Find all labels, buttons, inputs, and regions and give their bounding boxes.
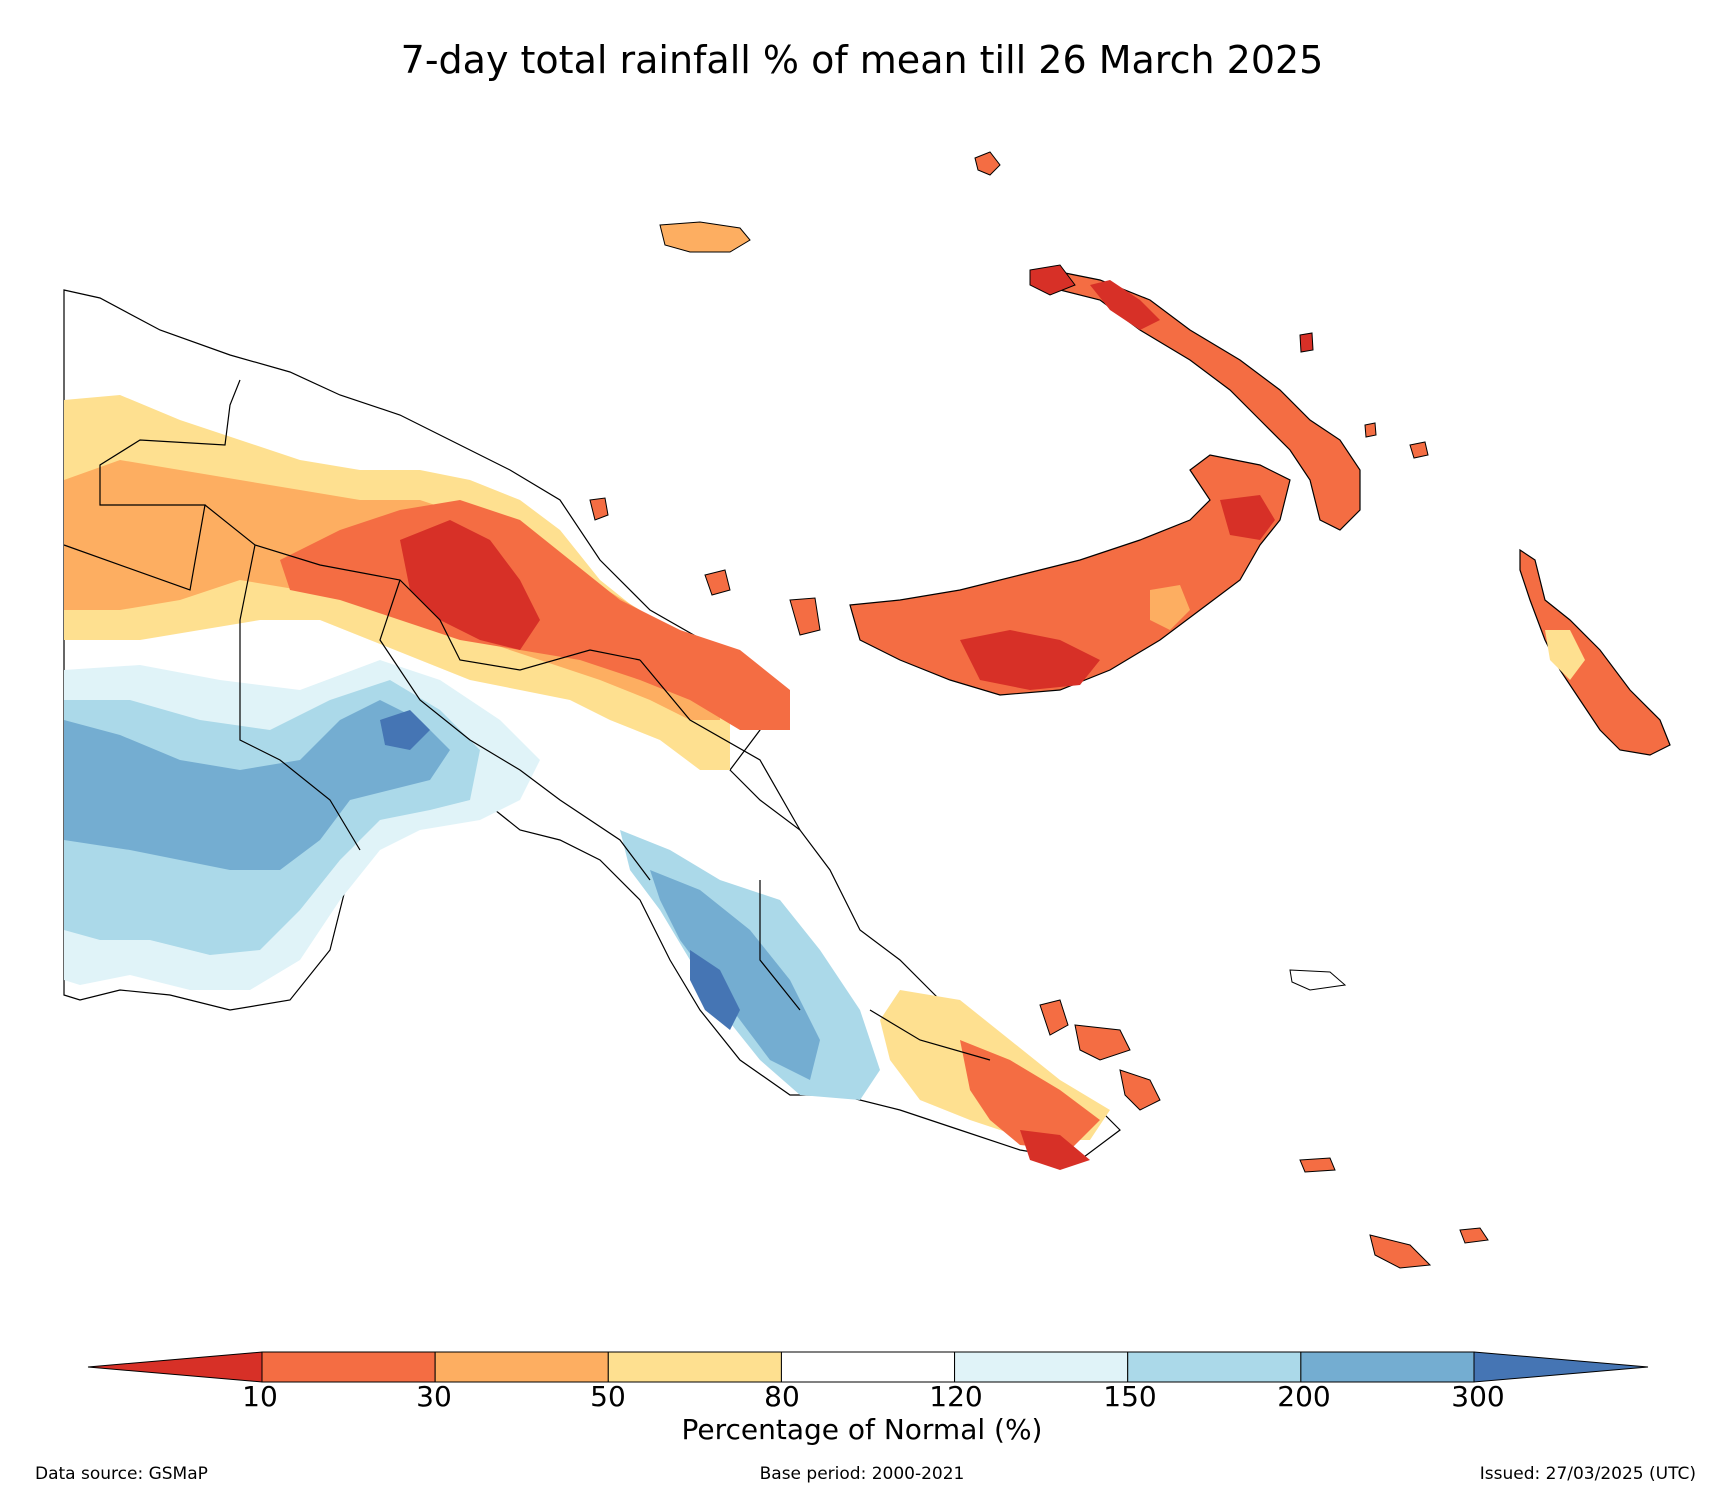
data-source-label: Data source: GSMaP <box>35 1464 208 1484</box>
new-britain-east-light <box>1150 585 1190 630</box>
tail-10 <box>1020 1130 1090 1170</box>
colorbar-segment <box>1300 1351 1475 1383</box>
new-hanover <box>1029 264 1076 296</box>
tabar <box>1364 422 1377 438</box>
base-period-label: Base period: 2000-2021 <box>759 1464 965 1484</box>
misima <box>1299 1157 1336 1173</box>
colorbar-segment <box>954 1351 1129 1383</box>
fergusson <box>1074 1024 1131 1061</box>
colorbar-segment <box>434 1351 609 1383</box>
mainland <box>63 289 1121 1170</box>
new-britain-core <box>960 630 1100 690</box>
mussau <box>974 151 1001 176</box>
feni <box>1299 332 1314 353</box>
band-over-300 <box>380 710 430 750</box>
map-title: 7-day total rainfall % of mean till 26 M… <box>400 38 1324 82</box>
new-ireland-core <box>1090 280 1160 330</box>
colorbar-segment <box>1127 1351 1302 1383</box>
small-islands <box>589 151 1489 1269</box>
band-300 <box>64 700 450 870</box>
new-ireland-base <box>1048 269 1361 531</box>
bougainville-light <box>1545 630 1585 680</box>
band-10 <box>400 520 540 650</box>
normanby <box>1119 1069 1161 1111</box>
band-south-200 <box>650 870 820 1080</box>
bougainville-base <box>1519 548 1671 756</box>
manus <box>659 221 751 253</box>
umboi <box>789 597 821 636</box>
bougainville <box>1519 548 1671 756</box>
colorbar-segment <box>261 1351 436 1383</box>
new-britain <box>849 454 1291 696</box>
colorbar-title: Percentage of Normal (%) <box>681 1413 1043 1446</box>
long-island <box>704 569 731 596</box>
tagula <box>1369 1234 1432 1269</box>
rossel <box>1459 1227 1489 1244</box>
colorbar-high-extension <box>1473 1351 1649 1383</box>
colorbar-segment <box>607 1351 782 1383</box>
issued-label: Issued: 27/03/2025 (UTC) <box>1479 1464 1696 1484</box>
new-britain-base <box>849 454 1291 696</box>
new-ireland <box>1048 269 1361 531</box>
band-south-300 <box>690 950 740 1030</box>
colorbar <box>87 1351 1649 1383</box>
colorbar-segment <box>780 1351 956 1383</box>
woodlark <box>1289 969 1347 991</box>
goodenough <box>1039 999 1069 1036</box>
province-borders <box>63 379 991 1061</box>
tail-30 <box>960 1040 1100 1150</box>
colorbar-low-extension <box>87 1351 263 1383</box>
new-britain-east-core <box>1220 495 1275 540</box>
lihir <box>1409 441 1429 459</box>
karkar <box>589 497 609 521</box>
